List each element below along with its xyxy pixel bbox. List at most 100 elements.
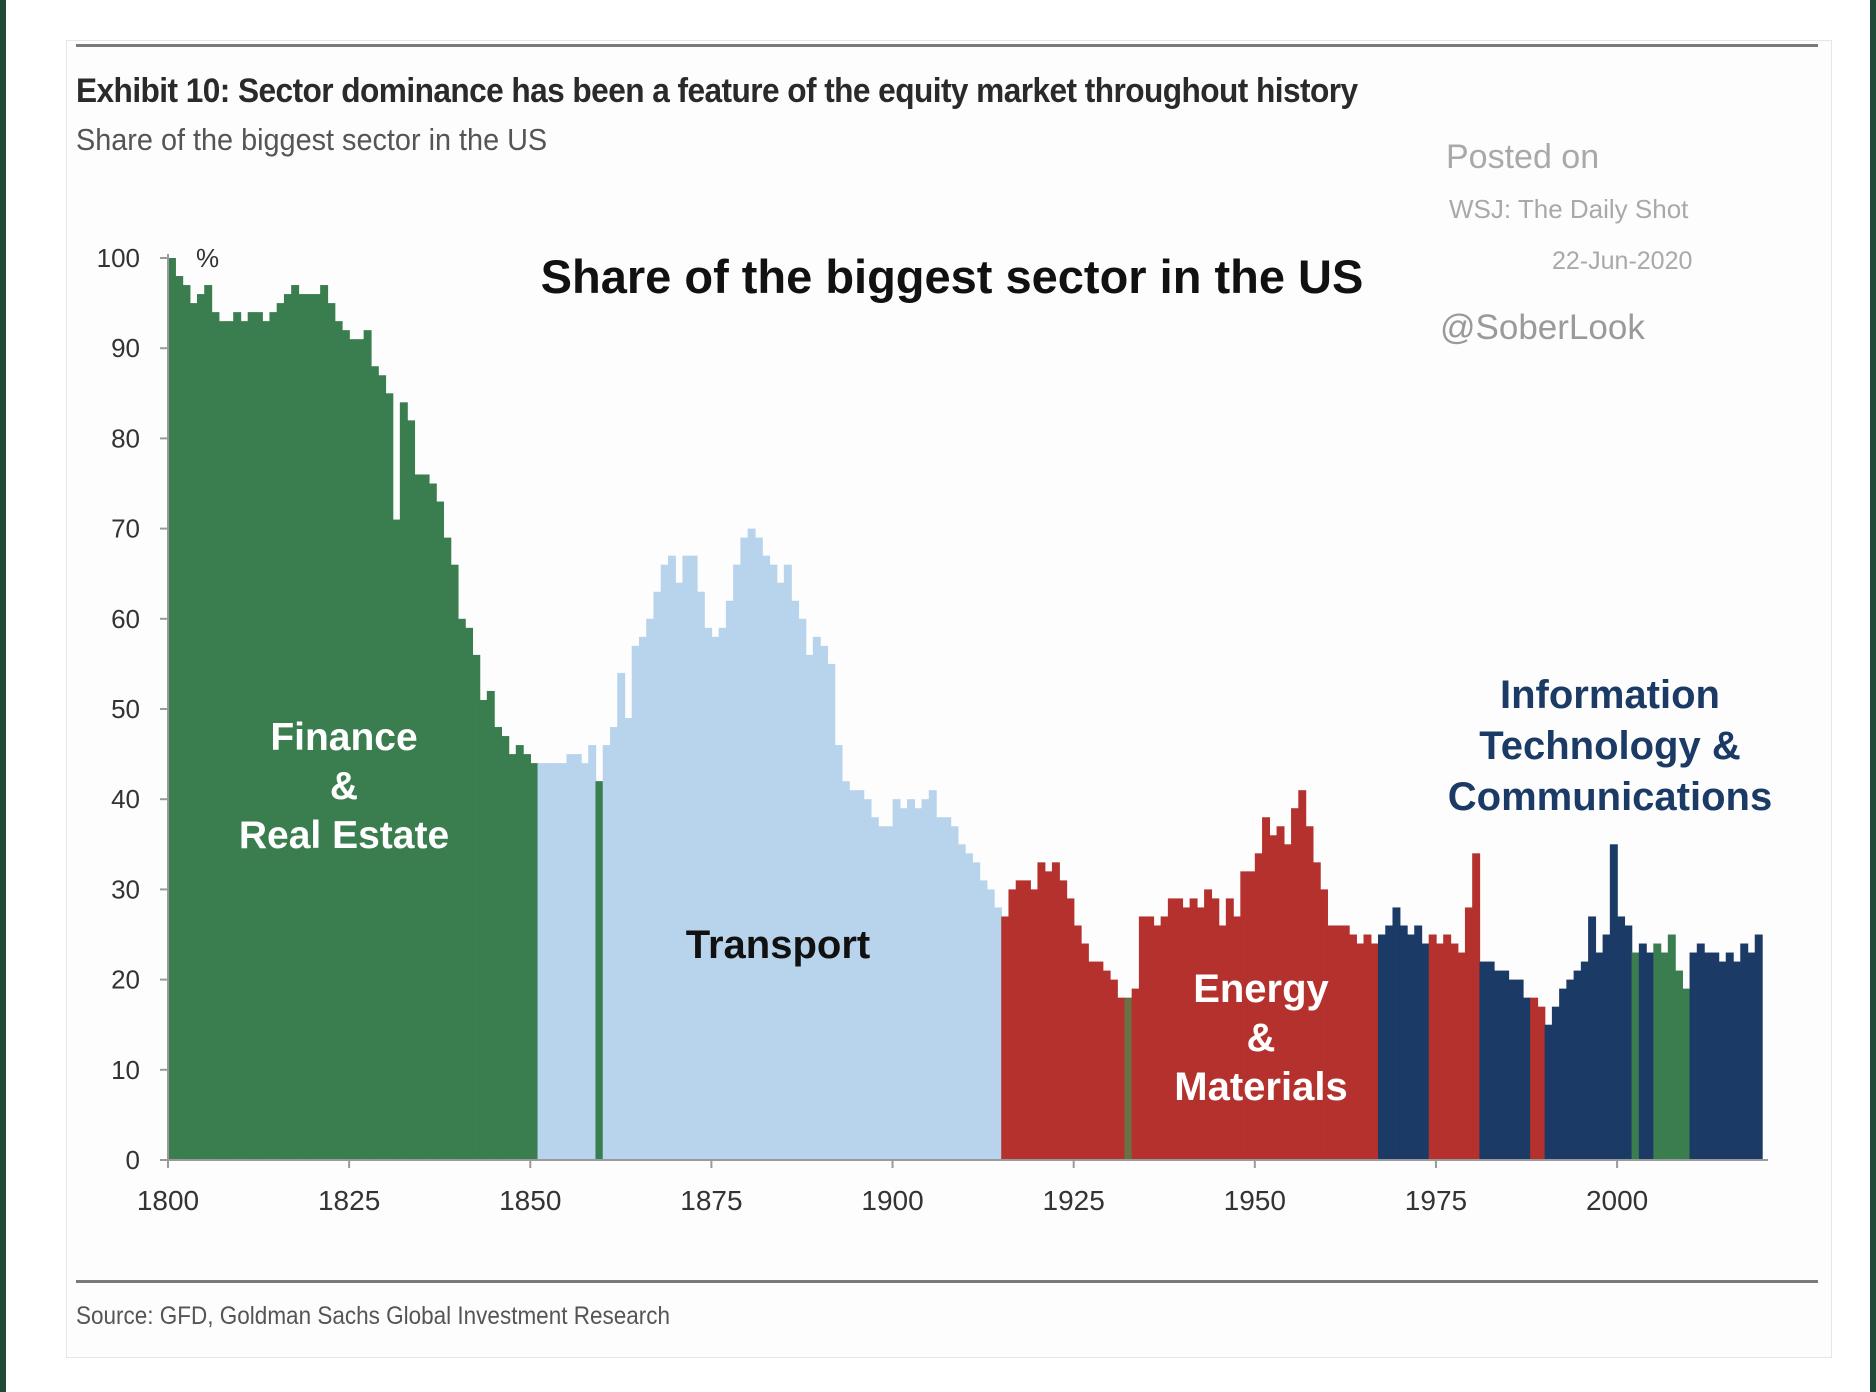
bar-1849-finance bbox=[523, 754, 531, 1160]
bar-1945-energy bbox=[1218, 925, 1227, 1160]
bar-1822-finance bbox=[327, 303, 336, 1161]
bar-1904-transport bbox=[921, 799, 930, 1160]
bar-1810-finance bbox=[240, 321, 249, 1160]
bar-1941-energy bbox=[1189, 898, 1198, 1160]
bar-2006-finance bbox=[1660, 952, 1669, 1160]
bar-1835-finance bbox=[421, 474, 430, 1161]
bar-2014-it bbox=[1718, 961, 1727, 1160]
bar-1980-energy bbox=[1472, 853, 1481, 1160]
bar-1869-transport bbox=[667, 555, 676, 1160]
bar-2000-it bbox=[1617, 916, 1626, 1160]
bar-1825-finance bbox=[349, 339, 358, 1160]
y-tick-label: 70 bbox=[111, 514, 140, 544]
bar-1992-it bbox=[1559, 988, 1568, 1160]
bar-1933-energy bbox=[1131, 988, 1140, 1160]
bar-1922-energy bbox=[1051, 862, 1060, 1160]
bar-1989-energy bbox=[1537, 1006, 1546, 1160]
bar-1874-transport bbox=[704, 627, 713, 1160]
x-tick-label: 2000 bbox=[1586, 1185, 1648, 1216]
bar-1802-finance bbox=[182, 285, 191, 1160]
bar-1888-transport bbox=[805, 654, 814, 1160]
bar-1972-it bbox=[1414, 925, 1423, 1160]
bar-2019-it bbox=[1754, 934, 1763, 1160]
bar-1944-energy bbox=[1211, 898, 1220, 1160]
bar-1958-energy bbox=[1312, 862, 1321, 1160]
bar-1821-finance bbox=[320, 285, 329, 1160]
bar-1841-finance bbox=[465, 627, 474, 1160]
bar-1854-transport bbox=[559, 763, 568, 1160]
bar-1845-finance bbox=[494, 727, 502, 1160]
bar-1947-energy bbox=[1233, 916, 1242, 1160]
bar-1946-energy bbox=[1225, 898, 1234, 1160]
bar-1830-finance bbox=[385, 393, 394, 1160]
bar-1815-finance bbox=[276, 303, 285, 1161]
bar-1837-finance bbox=[436, 501, 445, 1160]
watermark-date: 22-Jun-2020 bbox=[1552, 247, 1693, 275]
bar-1843-finance bbox=[479, 699, 488, 1160]
bar-1838-finance bbox=[443, 537, 452, 1160]
bar-1938-energy bbox=[1167, 898, 1176, 1160]
bar-1858-transport bbox=[588, 745, 597, 1160]
bar-1951-energy bbox=[1262, 817, 1271, 1160]
y-tick-label: 40 bbox=[111, 784, 140, 814]
bar-1976-energy bbox=[1443, 934, 1452, 1160]
y-tick-label: 0 bbox=[126, 1145, 140, 1175]
bar-1930-energy bbox=[1109, 979, 1118, 1160]
bar-2008-finance bbox=[1675, 970, 1683, 1160]
bar-1829-finance bbox=[378, 375, 387, 1160]
bar-1826-finance bbox=[356, 339, 365, 1160]
bar-1899-transport bbox=[885, 826, 894, 1160]
bar-1864-transport bbox=[631, 645, 640, 1160]
bar-1831-finance bbox=[392, 519, 401, 1160]
bar-1929-energy bbox=[1102, 970, 1111, 1160]
bar-1909-transport bbox=[957, 844, 966, 1160]
x-tick-label: 1800 bbox=[137, 1185, 199, 1216]
bar-1982-it bbox=[1486, 961, 1495, 1160]
bar-1923-energy bbox=[1059, 880, 1068, 1160]
bar-1914-transport bbox=[993, 907, 1002, 1160]
exhibit-title: Exhibit 10: Sector dominance has been a … bbox=[76, 72, 1358, 110]
bar-1995-it bbox=[1580, 961, 1589, 1160]
bar-1817-finance bbox=[291, 285, 300, 1160]
bar-1979-energy bbox=[1464, 907, 1473, 1160]
bar-1900-transport bbox=[892, 799, 901, 1160]
bar-1836-finance bbox=[428, 483, 437, 1160]
sector-label-it: Information bbox=[1500, 673, 1720, 717]
bar-1865-transport bbox=[638, 636, 647, 1160]
bar-1811-finance bbox=[247, 312, 256, 1160]
bar-1920-energy bbox=[1037, 862, 1046, 1160]
bar-1935-energy bbox=[1146, 916, 1155, 1160]
bar-1950-energy bbox=[1254, 853, 1263, 1160]
bar-2015-it bbox=[1725, 952, 1734, 1160]
bar-1961-energy bbox=[1334, 925, 1343, 1160]
sector-label-transport: Transport bbox=[686, 923, 870, 967]
bar-1883-transport bbox=[769, 564, 778, 1160]
bar-1919-energy bbox=[1030, 889, 1039, 1160]
bar-1953-energy bbox=[1276, 826, 1285, 1160]
bar-1993-it bbox=[1566, 979, 1575, 1160]
exhibit-subtitle: Share of the biggest sector in the US bbox=[76, 122, 548, 157]
bar-1925-energy bbox=[1073, 925, 1082, 1160]
bar-1902-transport bbox=[907, 799, 915, 1160]
bar-1984-it bbox=[1501, 970, 1510, 1160]
bar-1927-energy bbox=[1088, 961, 1097, 1160]
bar-1998-it bbox=[1602, 934, 1611, 1160]
sector-label-finance: & bbox=[330, 765, 358, 808]
bar-1809-finance bbox=[233, 312, 242, 1160]
watermark-outlet: WSJ: The Daily Shot bbox=[1449, 194, 1689, 224]
y-tick-label: 80 bbox=[111, 423, 140, 453]
bar-1932-other bbox=[1124, 997, 1133, 1160]
bar-1936-energy bbox=[1153, 925, 1162, 1160]
bar-1970-it bbox=[1399, 925, 1408, 1160]
bottom-rule bbox=[76, 1280, 1818, 1283]
bar-1873-transport bbox=[696, 591, 705, 1160]
bar-1807-finance bbox=[218, 321, 227, 1160]
bar-1907-transport bbox=[943, 817, 952, 1160]
bar-1896-transport bbox=[863, 799, 872, 1160]
bar-1890-transport bbox=[820, 645, 829, 1160]
bar-1937-energy bbox=[1160, 916, 1169, 1160]
bar-1983-it bbox=[1493, 970, 1502, 1160]
bar-1859-finance bbox=[595, 781, 604, 1160]
bar-1969-it bbox=[1392, 907, 1401, 1160]
bar-1917-energy bbox=[1015, 880, 1024, 1160]
